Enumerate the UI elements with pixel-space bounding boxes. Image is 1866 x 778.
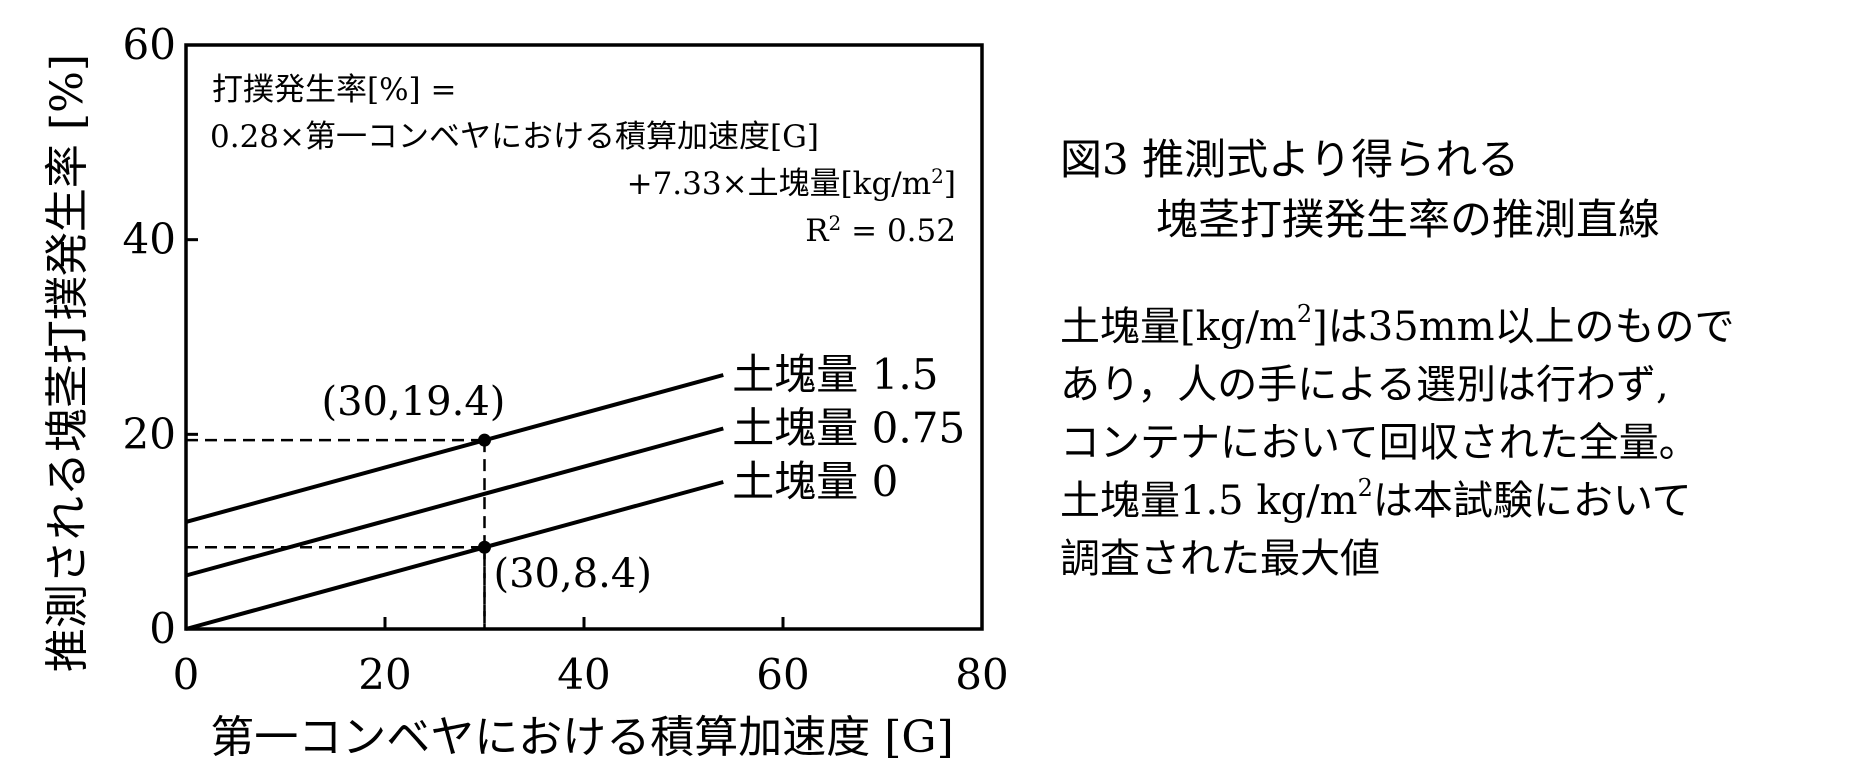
caption-line-2: 塊茎打撲発生率の推測直線 [1156, 195, 1661, 244]
note-line-3: コンテナにおいて回収された全量。 [1060, 420, 1699, 466]
figure-note: 土塊量[kg/m2]は35mm以上のもので あり，人の手による選別は行わず, コ… [1060, 298, 1860, 588]
note-line-5: 調査された最大値 [1060, 536, 1380, 582]
note-line-1: 土塊量[kg/m2]は35mm以上のもので [1060, 300, 1735, 350]
equation-r-squared: R2 = 0.52 [805, 211, 956, 249]
series-label: 土塊量 0.75 [732, 403, 965, 452]
equation-line-3: +7.33×土塊量[kg/m2] [627, 164, 956, 202]
y-tick-label: 0 [149, 604, 176, 653]
series-line [185, 426, 724, 578]
annotation-points: (30,19.4) (30,8.4) [322, 379, 652, 597]
x-axis-label: 第一コンベヤにおける積算加速度 [G] [210, 712, 953, 763]
x-tick-label: 80 [955, 650, 1008, 699]
chart: 第一コンベヤにおける積算加速度 [G] 推測される塊茎打撲発生率 [%] 0 20… [42, 20, 1009, 763]
regression-equation: 打撲発生率[%] = 0.28×第一コンベヤにおける積算加速度[G] +7.33… [210, 72, 956, 249]
series-line [185, 480, 724, 631]
y-tick-label: 60 [123, 20, 176, 69]
note-line-2: あり，人の手による選別は行わず, [1060, 362, 1669, 408]
annotation-label: (30,19.4) [322, 379, 506, 425]
y-tick-label: 20 [123, 409, 176, 458]
x-tick-label: 0 [173, 650, 200, 699]
annotation-point [478, 433, 491, 447]
guide-lines [186, 438, 486, 629]
series-line [185, 373, 724, 524]
axis-labels: 第一コンベヤにおける積算加速度 [G] 推測される塊茎打撲発生率 [%] [42, 54, 954, 763]
series-lines [185, 373, 724, 631]
equation-line-2: 0.28×第一コンベヤにおける積算加速度[G] [210, 119, 819, 155]
annotation-label: (30,8.4) [494, 551, 652, 597]
x-tick-label: 60 [756, 650, 809, 699]
figure-caption: 図3 推測式より得られる 塊茎打撲発生率の推測直線 [1060, 130, 1860, 250]
annotation-point [478, 540, 491, 554]
equation-line-1: 打撲発生率[%] = [212, 72, 456, 108]
series-label: 土塊量 1.5 [732, 350, 938, 399]
series-label: 土塊量 0 [732, 457, 898, 506]
y-axis-label: 推測される塊茎打撲発生率 [%] [42, 54, 93, 672]
note-line-4: 土塊量1.5 kg/m2は本試験において [1060, 474, 1692, 524]
y-tick-label: 40 [123, 215, 176, 264]
plot-frame [184, 43, 984, 631]
x-tick-label: 40 [557, 650, 610, 699]
caption-line-1: 図3 推測式より得られる [1060, 135, 1520, 184]
x-tick-label: 20 [358, 650, 411, 699]
